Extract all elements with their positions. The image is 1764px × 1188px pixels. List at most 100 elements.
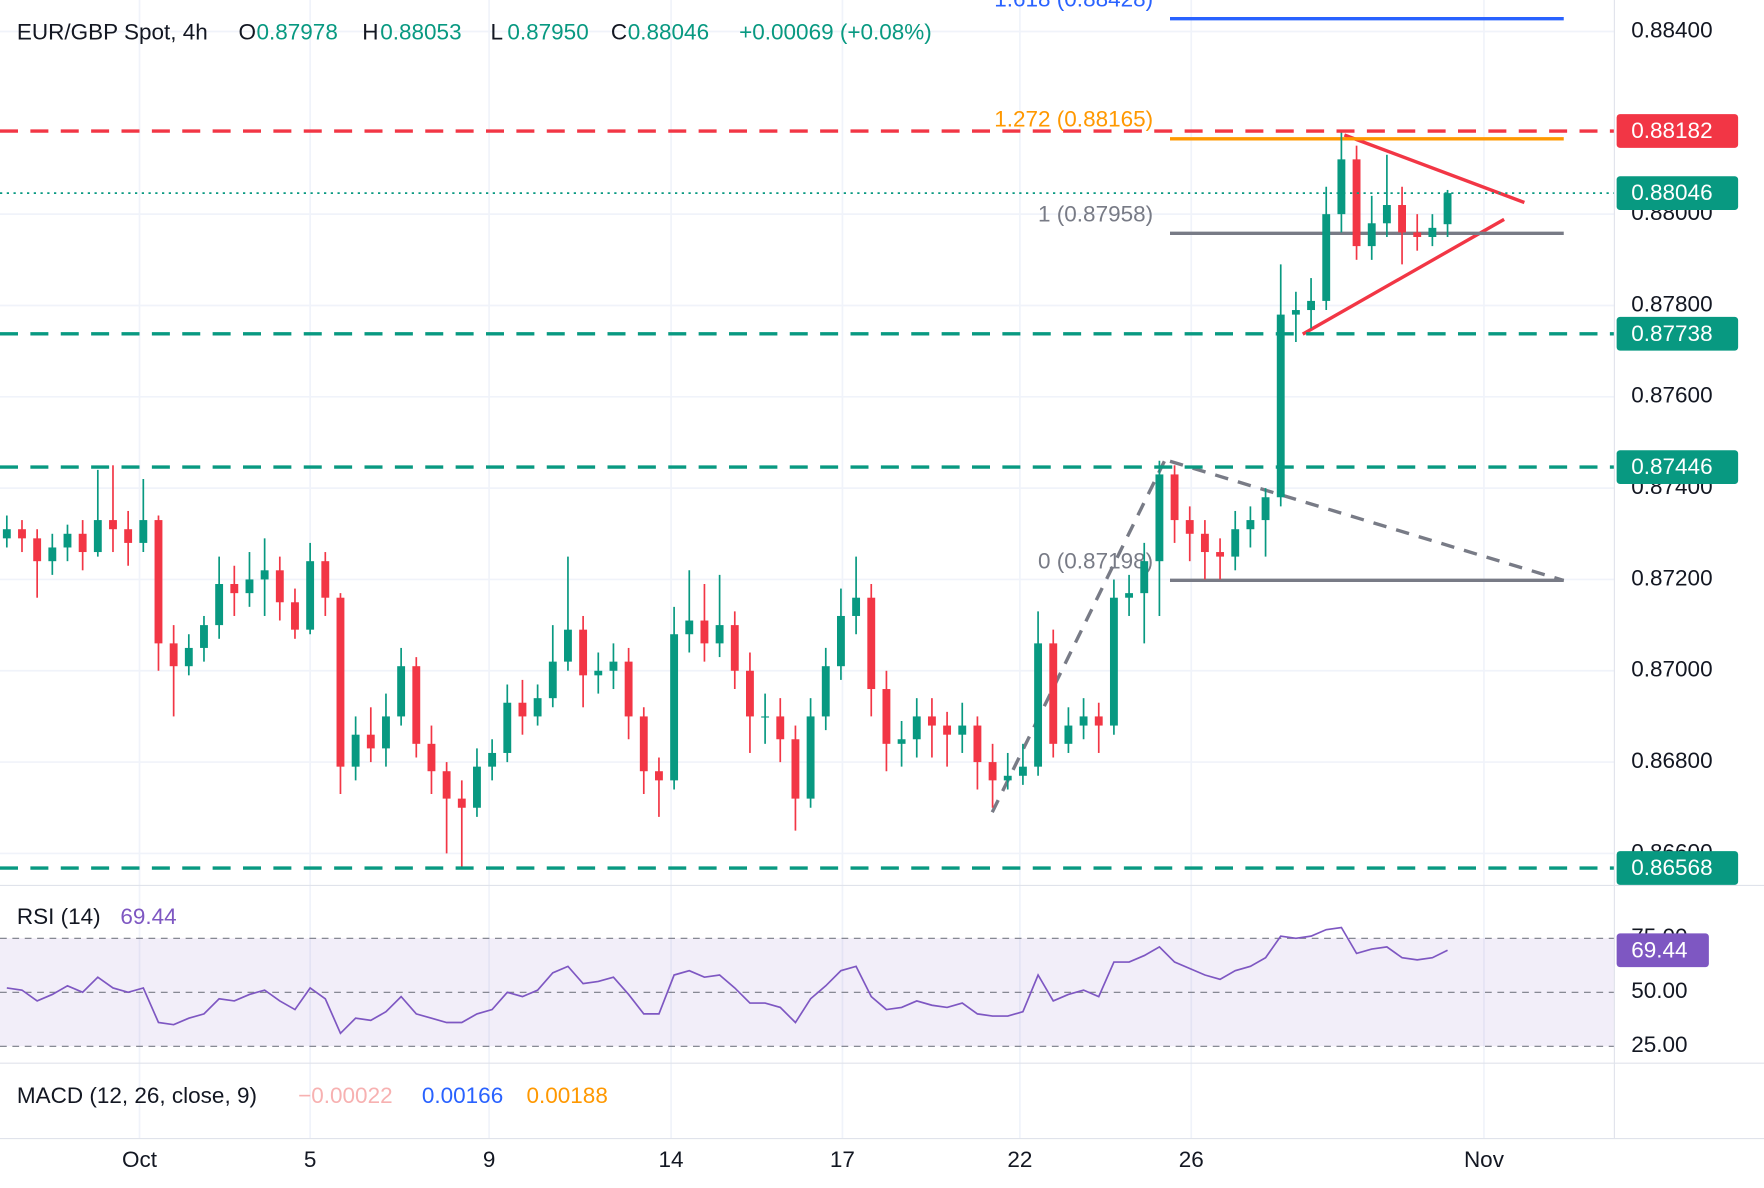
candle-body — [442, 771, 451, 799]
x-tick-label: 17 — [830, 1147, 855, 1172]
candle-body — [912, 716, 921, 740]
candle-body — [1398, 205, 1406, 233]
candle-body — [124, 529, 133, 543]
candle-body — [48, 547, 57, 562]
candle-body — [33, 538, 42, 562]
candle-body — [1428, 227, 1437, 237]
candle-body — [564, 629, 572, 662]
candle-body — [351, 734, 360, 767]
candle-body — [488, 752, 497, 767]
candle-body — [1307, 300, 1316, 311]
candle-body — [200, 625, 208, 648]
trend-line — [990, 460, 1166, 813]
candle-body — [473, 766, 481, 808]
candle-body — [1049, 643, 1058, 744]
candle-body — [867, 597, 876, 690]
candle-body — [1079, 716, 1088, 726]
candle-body — [1064, 725, 1073, 744]
candle-body — [230, 584, 239, 594]
candle-body — [730, 625, 739, 671]
candle-body — [609, 661, 618, 671]
level-tag — [1616, 450, 1739, 484]
candle-body — [2, 529, 11, 539]
level-tag — [1616, 851, 1739, 885]
candle-body — [1261, 497, 1270, 521]
level-label: 0.86568 — [1631, 855, 1712, 880]
y-tick-label: 0.87800 — [1631, 291, 1712, 316]
rsi-line — [6, 926, 1448, 1035]
candle-body — [579, 629, 588, 676]
candle-body — [336, 597, 345, 767]
candle-body — [1155, 474, 1164, 562]
candle-body — [715, 625, 724, 644]
ohlc-key: H — [362, 20, 378, 45]
candle-body — [746, 670, 754, 717]
y-tick-label: 0.88400 — [1631, 17, 1712, 42]
candle-body — [412, 666, 421, 744]
candle-body — [1322, 214, 1331, 301]
ohlc-value: 0.88046 — [628, 20, 709, 45]
candle-body — [457, 798, 466, 808]
ohlc-value: 0.88053 — [380, 20, 461, 45]
candle-body — [503, 702, 512, 753]
x-tick-label: Nov — [1464, 1147, 1505, 1172]
candle-body — [897, 739, 906, 744]
y-tick-label: 0.86800 — [1631, 748, 1712, 773]
macd-value: −0.00022 — [298, 1083, 392, 1108]
macd-value: 0.00166 — [422, 1083, 503, 1108]
candle-body — [518, 702, 527, 717]
change: +0.00069 (+0.08%) — [739, 20, 932, 45]
candle-body — [1216, 552, 1225, 557]
candle-body — [321, 561, 330, 598]
candle-body — [958, 725, 967, 735]
candle-body — [1367, 223, 1376, 247]
candle-body — [821, 666, 830, 717]
rsi-tick-label: 50.00 — [1631, 978, 1687, 1003]
candle-body — [1291, 310, 1300, 315]
level-label: 0.87738 — [1631, 321, 1712, 346]
candle-body — [685, 620, 694, 635]
candle-body — [1170, 474, 1179, 521]
candle-body — [639, 716, 648, 772]
fib-label: 1.618 (0.88428) — [994, 0, 1153, 12]
candle-body — [624, 661, 633, 717]
candle-body — [852, 597, 861, 616]
x-tick-label: 22 — [1007, 1147, 1032, 1172]
candle-body — [1125, 593, 1134, 598]
y-tick-label: 0.87000 — [1631, 657, 1712, 682]
candle-body — [1094, 716, 1103, 726]
candle-body — [594, 670, 603, 676]
x-tick-label: 9 — [483, 1147, 496, 1172]
rsi-title: RSI (14) — [17, 904, 101, 929]
price-label: 0.88046 — [1631, 180, 1712, 205]
candle-body — [382, 716, 390, 749]
candle-body — [927, 716, 936, 726]
level-label: 0.87446 — [1631, 454, 1712, 479]
rsi-label: 69.44 — [1631, 937, 1687, 962]
candle-body — [366, 734, 375, 749]
candle-body — [397, 666, 406, 717]
symbol: EUR/GBP Spot, 4h — [17, 20, 208, 45]
candle-body — [1276, 314, 1285, 498]
candle-body — [1246, 520, 1255, 530]
candle-body — [139, 520, 148, 543]
price-tag — [1616, 176, 1739, 211]
candle-body — [78, 533, 87, 553]
fib-label: 1 (0.87958) — [1038, 201, 1153, 226]
candle-body — [1200, 533, 1209, 553]
candle-body — [1443, 193, 1452, 225]
candle-body — [260, 570, 269, 580]
candle-body — [806, 716, 815, 799]
candle-body — [533, 698, 542, 717]
candle-body — [1413, 232, 1422, 237]
candle-body — [1109, 597, 1118, 726]
candle-body — [63, 533, 72, 548]
trend-line — [1169, 459, 1565, 583]
candle-body — [184, 647, 193, 667]
macd-title: MACD (12, 26, close, 9) — [17, 1083, 257, 1108]
candle-body — [791, 739, 800, 799]
fib-label: 0 (0.87198) — [1038, 548, 1153, 573]
candle-body — [1231, 529, 1240, 557]
